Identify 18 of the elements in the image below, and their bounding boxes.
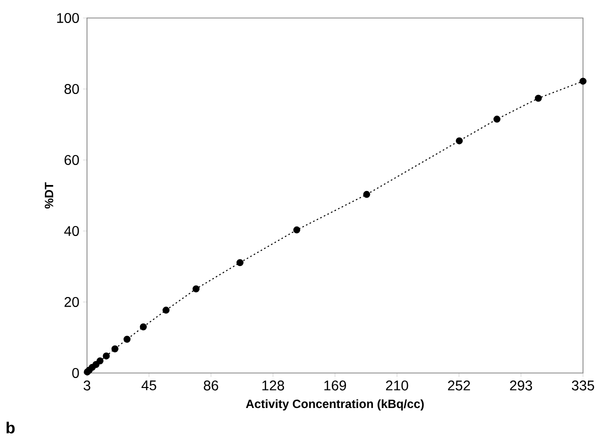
x-tick-label: 210: [386, 380, 408, 390]
x-tick-label: 169: [324, 380, 346, 390]
x-tick-label: 86: [204, 380, 218, 390]
y-axis-title: %DT: [44, 182, 54, 209]
x-tick-label: 293: [510, 380, 532, 390]
x-tick-label: 3: [84, 380, 90, 390]
x-axis-title: Activity Concentration (kBq/cc): [246, 399, 424, 410]
y-tick-label: 40: [64, 226, 79, 236]
text: b: [6, 422, 15, 434]
y-tick-label: 20: [64, 297, 79, 307]
x-tick-label: 335: [572, 380, 594, 390]
x-tick-label: 45: [142, 380, 156, 390]
x-tick-label: 128: [262, 380, 284, 390]
y-tick-label: 80: [64, 84, 79, 94]
y-tick-label: 100: [57, 13, 79, 23]
y-tick-label: 0: [72, 368, 79, 378]
y-tick-label: 60: [64, 155, 79, 165]
x-tick-label: 252: [448, 380, 470, 390]
